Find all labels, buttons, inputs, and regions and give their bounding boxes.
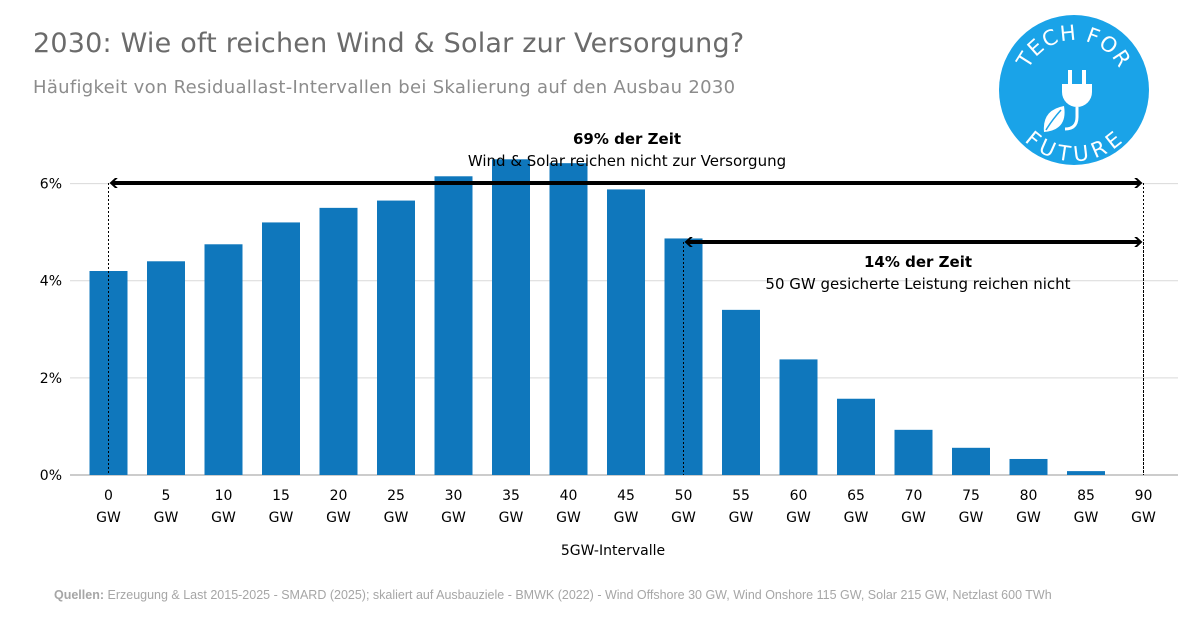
tech-for-future-logo: TECH FOR FUTURE bbox=[998, 14, 1150, 167]
bar-10gw bbox=[204, 244, 243, 475]
plug-leaf-icon: TECH FOR FUTURE bbox=[999, 15, 1149, 167]
sources-label: Quellen: bbox=[54, 588, 105, 602]
x-tick-label: 0 bbox=[104, 488, 113, 504]
bar-45gw bbox=[607, 189, 645, 475]
annotation-text: Wind & Solar reichen nicht zur Versorgun… bbox=[468, 152, 786, 170]
x-tick-unit: GW bbox=[844, 510, 869, 526]
x-tick-label: 60 bbox=[790, 488, 808, 504]
bar-60gw bbox=[779, 359, 818, 475]
bar-75gw bbox=[952, 447, 990, 475]
bar-65gw bbox=[837, 398, 875, 475]
x-tick-label: 10 bbox=[215, 488, 233, 504]
x-tick-label: 65 bbox=[847, 488, 865, 504]
x-tick-unit: GW bbox=[959, 510, 984, 526]
bar-70gw bbox=[894, 429, 933, 475]
annotation-bold: 69% der Zeit bbox=[573, 130, 681, 148]
x-tick-unit: GW bbox=[556, 510, 581, 526]
x-tick-label: 5 bbox=[162, 488, 171, 504]
x-tick-unit: GW bbox=[441, 510, 466, 526]
y-tick-label: 4% bbox=[40, 274, 62, 290]
x-tick-label: 45 bbox=[617, 488, 635, 504]
x-tick-unit: GW bbox=[211, 510, 236, 526]
x-tick-unit: GW bbox=[499, 510, 524, 526]
x-tick-label: 90 bbox=[1135, 488, 1153, 504]
x-tick-unit: GW bbox=[269, 510, 294, 526]
annotation-text: 50 GW gesicherte Leistung reichen nicht bbox=[765, 275, 1070, 293]
bar-20gw bbox=[319, 207, 358, 475]
x-tick-unit: GW bbox=[1016, 510, 1041, 526]
x-tick-unit: GW bbox=[901, 510, 926, 526]
y-tick-label: 6% bbox=[40, 177, 62, 193]
x-tick-unit: GW bbox=[1131, 510, 1156, 526]
bar-30gw bbox=[434, 176, 473, 476]
x-tick-label: 20 bbox=[330, 488, 348, 504]
bar-80gw bbox=[1009, 458, 1048, 475]
x-tick-label: 35 bbox=[502, 488, 520, 504]
x-tick-label: 80 bbox=[1020, 488, 1038, 504]
bar-40gw bbox=[549, 163, 588, 475]
chart-subtitle: Häufigkeit von Residuallast-Intervallen … bbox=[33, 77, 736, 98]
x-tick-label: 40 bbox=[560, 488, 578, 504]
x-tick-unit: GW bbox=[384, 510, 409, 526]
x-tick-unit: GW bbox=[729, 510, 754, 526]
annotation-bold: 14% der Zeit bbox=[864, 253, 972, 271]
x-tick-unit: GW bbox=[786, 510, 811, 526]
x-tick-unit: GW bbox=[326, 510, 351, 526]
x-tick-label: 85 bbox=[1077, 488, 1095, 504]
x-tick-label: 30 bbox=[445, 488, 463, 504]
x-tick-label: 15 bbox=[272, 488, 290, 504]
bar-85gw bbox=[1067, 471, 1105, 475]
bar-5gw bbox=[147, 261, 185, 475]
bar-35gw bbox=[492, 159, 530, 476]
bar-25gw bbox=[377, 200, 415, 476]
x-tick-label: 75 bbox=[962, 488, 980, 504]
x-tick-label: 55 bbox=[732, 488, 750, 504]
x-tick-unit: GW bbox=[96, 510, 121, 526]
x-tick-label: 70 bbox=[905, 488, 923, 504]
chart-title: 2030: Wie oft reichen Wind & Solar zur V… bbox=[33, 28, 745, 59]
x-tick-unit: GW bbox=[671, 510, 696, 526]
x-tick-label: 25 bbox=[387, 488, 405, 504]
sources-footnote: Quellen: Erzeugung & Last 2015-2025 - SM… bbox=[54, 588, 1052, 602]
x-tick-unit: GW bbox=[154, 510, 179, 526]
sources-text: Erzeugung & Last 2015-2025 - SMARD (2025… bbox=[104, 588, 1052, 602]
x-tick-label: 50 bbox=[675, 488, 693, 504]
x-tick-unit: GW bbox=[614, 510, 639, 526]
bar-55gw bbox=[722, 309, 760, 475]
bar-15gw bbox=[262, 222, 300, 475]
x-axis-label: 5GW-Intervalle bbox=[561, 543, 665, 559]
y-tick-label: 0% bbox=[40, 468, 62, 484]
x-tick-unit: GW bbox=[1074, 510, 1099, 526]
y-tick-label: 2% bbox=[40, 371, 62, 387]
